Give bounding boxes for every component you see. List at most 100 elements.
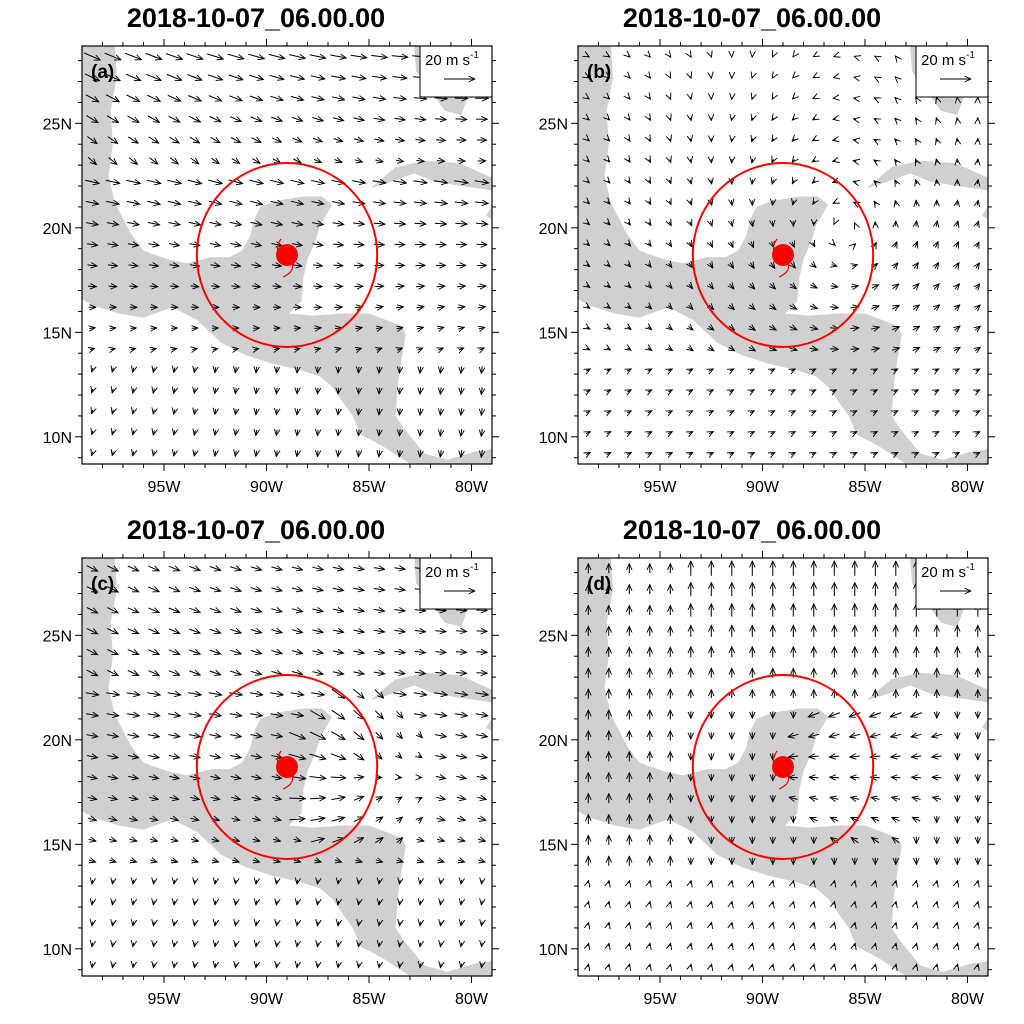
wind-vector (106, 223, 119, 225)
wind-vector (895, 902, 896, 905)
wind-vector (894, 390, 898, 392)
wind-vector (231, 286, 241, 287)
wind-vector (274, 349, 279, 350)
wind-vector (194, 880, 195, 884)
wind-vector (768, 348, 776, 351)
wind-vector (936, 964, 937, 967)
wind-vector (147, 735, 160, 737)
wind-vector (853, 369, 857, 371)
wind-vector (338, 922, 339, 926)
wind-vector (752, 118, 753, 121)
wind-vector (291, 714, 303, 716)
wind-vector (86, 714, 98, 716)
wind-vector (871, 327, 879, 329)
wind-vector (956, 242, 959, 248)
land-jamaica (485, 718, 492, 732)
wind-vector (750, 432, 754, 434)
vector-map: 20 m s-1 (a) 10N 15N 20N 25N 95W 90W 85W 80W (43, 39, 499, 496)
wind-vector (914, 411, 918, 413)
wind-vector (975, 326, 980, 330)
wind-vector (649, 160, 651, 163)
wind-vector (830, 286, 838, 287)
wind-vector (379, 388, 380, 394)
wind-vector (373, 118, 385, 120)
wind-vector (133, 922, 134, 926)
wind-vector (873, 453, 877, 455)
wind-vector (955, 305, 960, 310)
wind-vector (812, 390, 816, 392)
wind-vector (628, 160, 630, 163)
wind-vector (832, 411, 836, 413)
wind-vector (689, 390, 693, 392)
wind-vector (333, 244, 343, 245)
wind-vector (649, 881, 650, 884)
wind-vector (297, 901, 298, 905)
wind-vector (440, 901, 441, 905)
wind-vector (108, 286, 117, 287)
wind-vector (353, 223, 364, 224)
wind-vector (276, 409, 277, 415)
wind-vector (850, 328, 860, 329)
wind-vector (418, 348, 423, 350)
wind-vector (874, 181, 877, 184)
wind-vector (335, 860, 342, 862)
wind-vector (936, 881, 937, 884)
wind-vector (793, 922, 794, 925)
wind-vector (188, 95, 201, 102)
wind-vector (249, 693, 263, 695)
wind-vector (586, 390, 590, 392)
wind-vector (420, 429, 421, 436)
wind-vector (629, 118, 631, 120)
wind-vector (235, 451, 236, 456)
wind-vector (153, 922, 154, 926)
wind-vector (476, 244, 488, 245)
wind-vector (419, 755, 423, 757)
wind-vector (752, 138, 753, 141)
wind-vector (476, 756, 487, 758)
wind-vector (331, 731, 345, 740)
wind-vector (270, 201, 284, 204)
wind-vector (627, 411, 631, 413)
wind-vector (895, 77, 896, 78)
wind-vector (752, 902, 753, 905)
wind-vector (916, 221, 917, 227)
wind-vector (813, 964, 814, 967)
wind-vector (912, 348, 920, 351)
wind-vector (669, 201, 671, 205)
wind-vector (608, 160, 610, 162)
wind-vector (353, 688, 364, 698)
wind-vector (250, 117, 262, 122)
wind-vector (932, 777, 942, 778)
wind-vector (894, 432, 898, 434)
wind-vector (276, 922, 277, 926)
wind-vector (256, 367, 257, 373)
wind-vector (333, 265, 344, 266)
wind-vector (271, 244, 283, 246)
wind-vector (670, 943, 671, 946)
wind-vector (86, 735, 99, 737)
wind-vector (792, 160, 794, 163)
wind-vector (276, 943, 277, 947)
wind-vector (297, 409, 298, 415)
wind-vector (128, 136, 138, 144)
wind-vector (457, 307, 465, 308)
wind-vector (875, 964, 876, 967)
wind-vector (126, 201, 140, 204)
wind-vector (190, 818, 199, 820)
wind-vector (891, 305, 899, 309)
wind-vector (936, 902, 937, 905)
wind-vector (648, 243, 651, 247)
wind-vector (587, 181, 589, 183)
wind-vector (292, 286, 302, 287)
wind-vector (358, 964, 359, 968)
wind-vector (169, 797, 179, 799)
wind-vector (875, 881, 876, 884)
wind-vector (729, 347, 735, 351)
wind-vector (668, 432, 672, 434)
wind-vector (789, 777, 798, 778)
wind-vector (813, 201, 815, 204)
storm-radius-circle (195, 162, 379, 348)
wind-vector (147, 201, 160, 204)
wind-vector (729, 326, 735, 330)
wind-vector (750, 453, 754, 455)
